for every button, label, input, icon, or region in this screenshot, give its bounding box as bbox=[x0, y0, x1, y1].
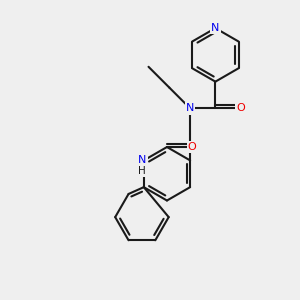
Text: N: N bbox=[186, 103, 194, 113]
Text: N: N bbox=[138, 155, 146, 165]
Text: H: H bbox=[138, 166, 146, 176]
Text: O: O bbox=[236, 103, 245, 113]
Text: O: O bbox=[188, 142, 197, 152]
Text: N: N bbox=[211, 23, 220, 33]
